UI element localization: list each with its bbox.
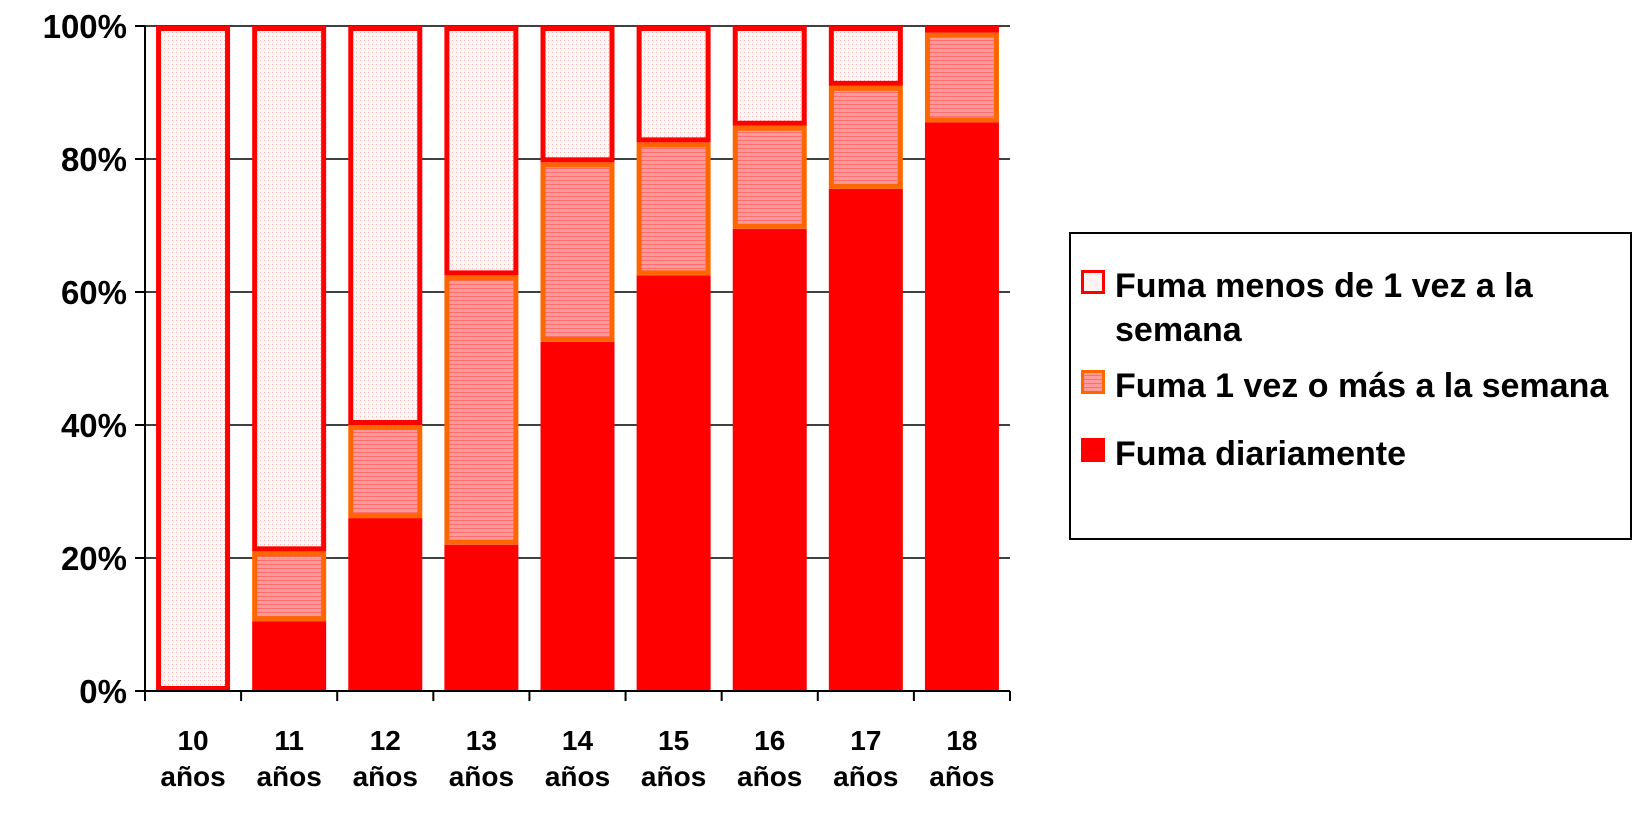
x-tick-label: 11 años [256, 725, 321, 792]
y-tick-label: 60% [61, 274, 127, 311]
x-tick-label: 16 años [737, 725, 802, 792]
bar-segment [348, 425, 423, 519]
bar-segment [252, 26, 327, 552]
axes [135, 25, 1011, 701]
bar-segment [732, 228, 807, 691]
x-tick-label-line: años [641, 761, 706, 792]
legend-swatch-fuma-menos [1081, 270, 1105, 294]
legend-swatch-fuma-diariamente [1081, 438, 1105, 462]
bar-segment [732, 26, 807, 126]
y-tick-label: 100% [43, 8, 127, 45]
x-tick-label-line: años [833, 761, 898, 792]
x-tick-label-line: 15 [658, 725, 689, 756]
legend-label-fuma-semana: Fuma 1 vez o más a la semana [1115, 367, 1609, 405]
bar-segment [540, 162, 615, 342]
x-tick-label-line: 17 [850, 725, 881, 756]
bar-segment [444, 26, 519, 276]
bar-segment [540, 341, 615, 691]
bar-segment [924, 32, 999, 123]
legend-label-fuma-diariamente: Fuma diariamente [1115, 435, 1406, 473]
x-tick-label: 10 años [160, 725, 225, 792]
bar-segment [540, 26, 615, 163]
y-tick-label: 20% [61, 540, 127, 577]
x-tick-label-line: 14 [562, 725, 594, 756]
x-tick-label-line: 18 [946, 725, 977, 756]
legend-label-fuma-menos: Fuma menos de 1 vez a la semana [1115, 267, 1533, 349]
x-tick-label-line: 13 [466, 725, 497, 756]
x-tick-label: 14 años [545, 725, 610, 792]
legend-item-fuma-diariamente: Fuma diariamente [1081, 432, 1621, 476]
bar-segment [444, 544, 519, 691]
x-tick-label-line: años [353, 761, 418, 792]
bar-segment [924, 122, 999, 692]
legend: Fuma menos de 1 vez a la semana Fuma 1 v… [1069, 232, 1632, 540]
bar-segment [252, 621, 327, 691]
x-tick-label-line: años [929, 761, 994, 792]
y-tick-label: 0% [79, 673, 127, 710]
bars [156, 26, 999, 692]
bar-segment [828, 85, 903, 189]
tick-labels: 0% 20% 40% 60% 80% 100% 10 años 11 años 12 años 13 añ… [43, 8, 995, 792]
x-tick-label: 18 años [929, 725, 994, 792]
bar-segment [444, 275, 519, 545]
x-tick-label: 13 años [449, 725, 514, 792]
x-tick-label-line: 16 [754, 725, 785, 756]
bar-segment [636, 26, 711, 143]
x-tick-label: 15 años [641, 725, 706, 792]
x-tick-label-line: años [737, 761, 802, 792]
x-tick-label-line: años [160, 761, 225, 792]
legend-item-fuma-menos: Fuma menos de 1 vez a la semana [1081, 264, 1621, 352]
legend-swatch-fuma-semana [1081, 370, 1105, 394]
bar-segment [924, 26, 999, 33]
bar-segment [156, 26, 231, 691]
y-tick-label: 80% [61, 141, 127, 178]
x-tick-label-line: 10 [177, 725, 208, 756]
x-tick-label-line: años [256, 761, 321, 792]
bar-segment [732, 125, 807, 229]
bar-segment [348, 26, 423, 425]
bar-segment [252, 551, 327, 622]
y-tick-label: 40% [61, 407, 127, 444]
bar-segment [828, 26, 903, 86]
x-tick-label-line: años [449, 761, 514, 792]
x-tick-label-line: 12 [370, 725, 401, 756]
x-tick-label-line: 11 [274, 725, 304, 756]
bar-segment [828, 188, 903, 692]
x-tick-label-line: años [545, 761, 610, 792]
x-tick-label: 17 años [833, 725, 898, 792]
legend-item-fuma-semana: Fuma 1 vez o más a la semana [1081, 364, 1621, 452]
bar-segment [348, 518, 423, 691]
bar-segment [636, 275, 711, 691]
x-tick-label: 12 años [353, 725, 418, 792]
bar-segment [636, 142, 711, 276]
